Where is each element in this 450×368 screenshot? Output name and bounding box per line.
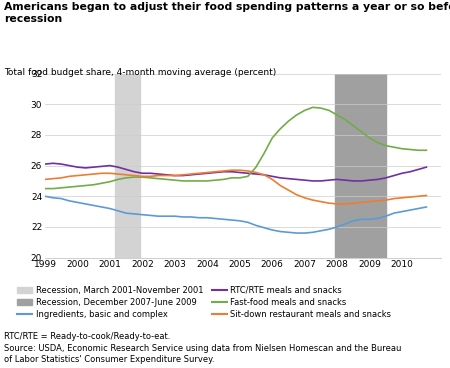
Text: Americans began to adjust their food spending patterns a year or so before the 2: Americans began to adjust their food spe… bbox=[4, 2, 450, 24]
Text: Total food budget share, 4-month moving average (percent): Total food budget share, 4-month moving … bbox=[4, 68, 277, 77]
Text: RTC/RTE = Ready-to-cook/Ready-to-eat.
Source: USDA, Economic Research Service us: RTC/RTE = Ready-to-cook/Ready-to-eat. So… bbox=[4, 332, 402, 364]
Legend: Recession, March 2001-November 2001, Recession, December 2007-June 2009, Ingredi: Recession, March 2001-November 2001, Rec… bbox=[18, 286, 391, 319]
Bar bbox=[334, 74, 386, 258]
Bar bbox=[116, 74, 140, 258]
